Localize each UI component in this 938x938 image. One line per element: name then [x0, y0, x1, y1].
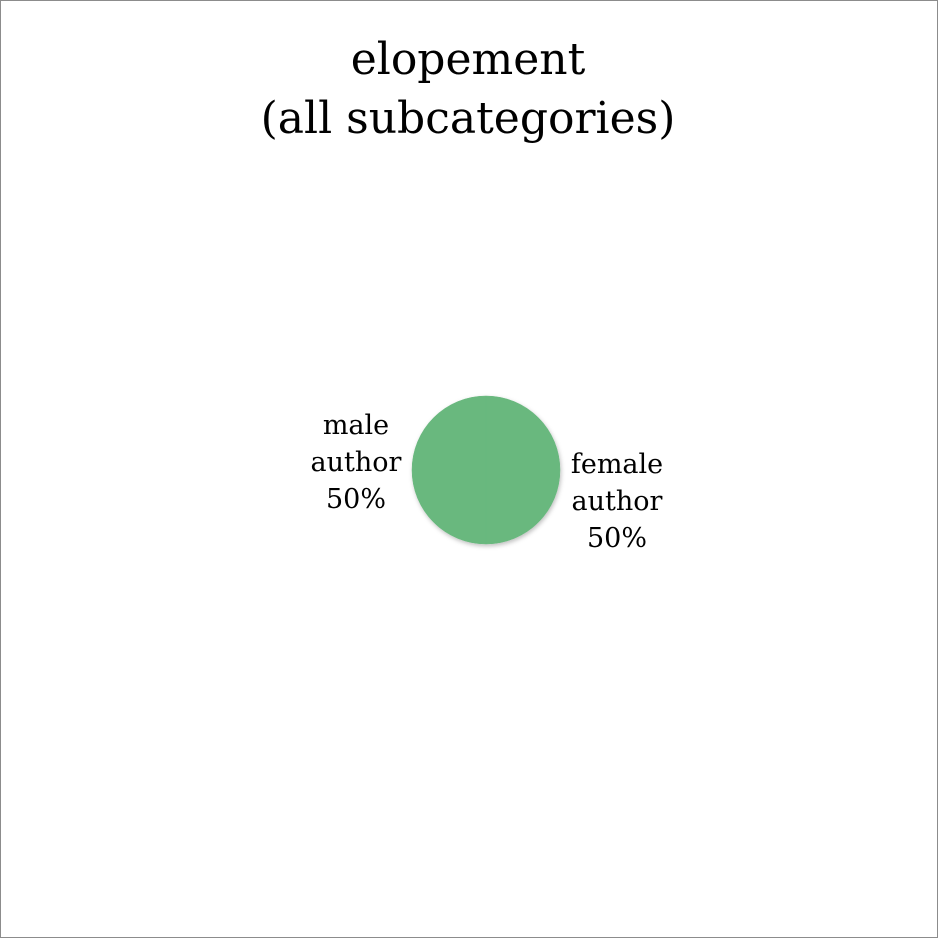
slice-label-male-author: male author 50%: [296, 407, 416, 518]
slice-label-male-line-1: male: [322, 410, 390, 441]
chart-title: elopement (all subcategories): [0, 30, 936, 148]
chart-title-line-2: (all subcategories): [260, 93, 676, 144]
slice-label-female-line-2: author: [571, 486, 663, 517]
slice-label-female-percent: 50%: [586, 523, 647, 554]
slice-label-female-line-1: female: [570, 449, 664, 480]
pie-slice-female-author: [485, 395, 561, 545]
slice-label-male-percent: 50%: [325, 484, 386, 515]
chart-title-line-1: elopement: [350, 34, 586, 85]
pie-slice-male-author: [411, 395, 487, 545]
slice-label-male-line-2: author: [310, 447, 402, 478]
slice-label-female-author: female author 50%: [557, 446, 677, 557]
